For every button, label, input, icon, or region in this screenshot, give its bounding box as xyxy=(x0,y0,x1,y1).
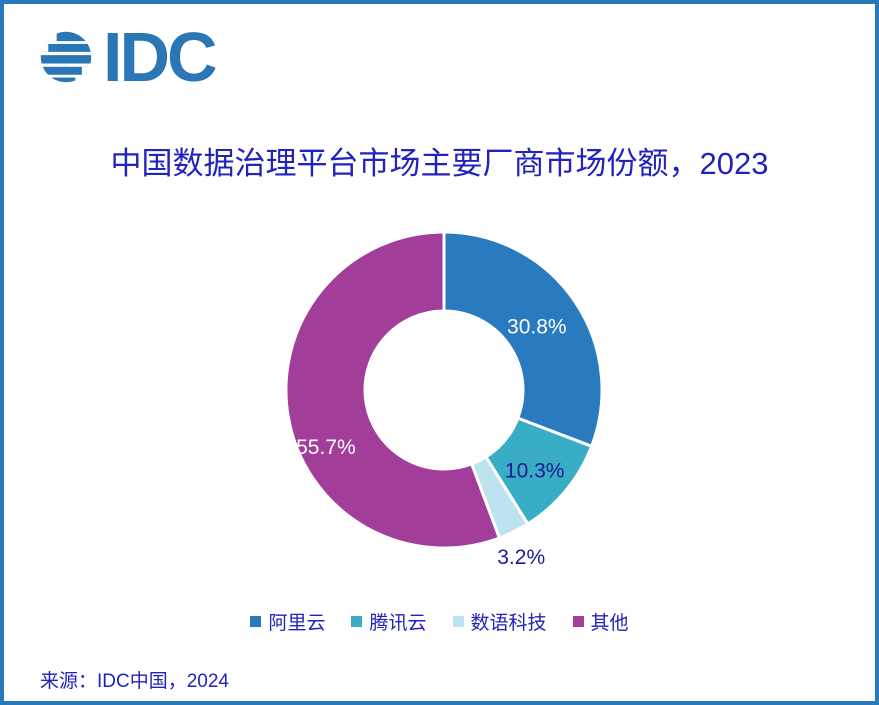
chart-legend: 阿里云 腾讯云 数语科技 其他 xyxy=(4,608,875,635)
globe-icon xyxy=(38,29,94,85)
donut-slice-0 xyxy=(442,230,604,448)
legend-label: 其他 xyxy=(590,613,629,634)
donut-slice-3 xyxy=(284,230,501,550)
legend-swatch-icon xyxy=(572,616,584,627)
logo-text: IDC xyxy=(103,18,218,96)
chart-title: 中国数据治理平台市场主要厂商市场份额，2023 xyxy=(110,146,769,181)
source-note: 来源：IDC中国，2024 xyxy=(40,671,229,692)
legend-item-1: 腾讯云 xyxy=(351,608,427,635)
legend-item-3: 其他 xyxy=(572,608,629,635)
legend-item-2: 数语科技 xyxy=(452,608,547,635)
legend-label: 数语科技 xyxy=(470,613,547,634)
legend-swatch-icon xyxy=(452,616,464,627)
donut-chart: 30.8% 10.3% 3.2% 55.7% xyxy=(284,230,604,569)
slice-label-2: 3.2% xyxy=(497,546,545,569)
legend-item-0: 阿里云 xyxy=(250,608,325,635)
legend-swatch-icon xyxy=(351,616,363,627)
legend-label: 腾讯云 xyxy=(369,613,427,634)
legend-label: 阿里云 xyxy=(268,613,326,634)
slice-label-3: 55.7% xyxy=(296,436,356,459)
slice-label-0: 30.8% xyxy=(507,315,567,338)
idc-logo: IDC xyxy=(38,18,218,96)
legend-swatch-icon xyxy=(250,616,262,627)
slice-label-1: 10.3% xyxy=(505,460,565,483)
